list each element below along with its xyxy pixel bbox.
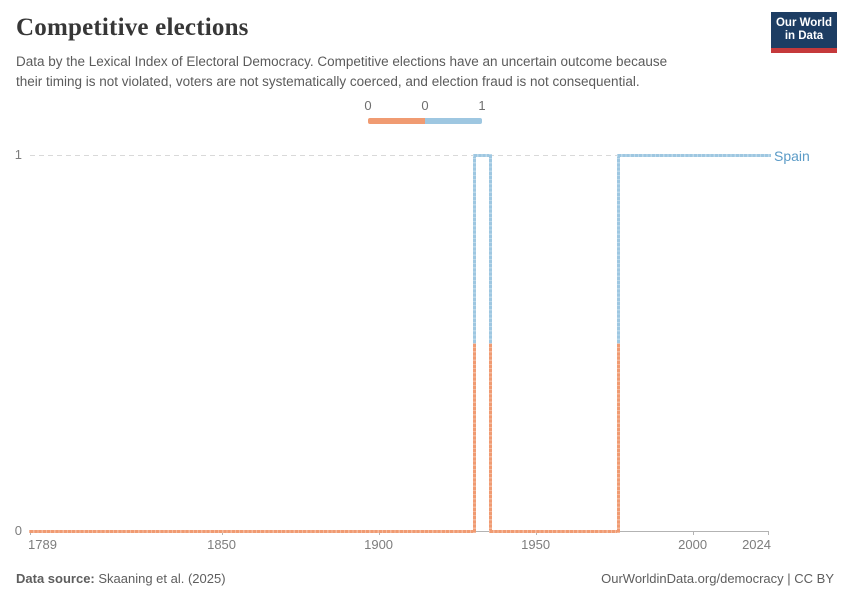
x-tick-label: 1789	[28, 537, 57, 552]
owid-logo-text: Our World in Data	[771, 12, 837, 48]
legend-label-0: 0	[364, 98, 372, 113]
series-segment-vertical	[472, 153, 476, 533]
data-source-prefix: Data source:	[16, 571, 95, 586]
series-segment-vertical	[488, 153, 492, 533]
series-segment-horizontal	[488, 529, 621, 533]
series-segment-horizontal	[28, 529, 476, 533]
series-segment-vertical	[617, 153, 621, 533]
legend-label-2: 1	[478, 98, 486, 113]
legend-swatch-value0[interactable]	[368, 118, 425, 124]
x-tick	[692, 531, 694, 535]
page-title: Competitive elections	[16, 14, 249, 41]
footer-link[interactable]: OurWorldinData.org/democracy | CC BY	[601, 571, 834, 586]
owid-logo-red-strip	[771, 48, 837, 53]
x-tick-label: 2024	[742, 537, 771, 552]
x-tick-label: 1900	[364, 537, 394, 552]
owid-logo-line2: in Data	[784, 30, 824, 42]
legend-label-1: 0	[421, 98, 429, 113]
series-segment-horizontal	[617, 153, 772, 157]
legend-swatch-value1[interactable]	[425, 118, 482, 124]
x-tick-label: 1950	[521, 537, 551, 552]
x-tick	[535, 531, 537, 535]
y-tick-label: 1	[14, 147, 22, 162]
chart-subtitle: Data by the Lexical Index of Electoral D…	[16, 54, 668, 89]
x-tick	[30, 531, 31, 535]
x-tick	[768, 531, 769, 535]
color-legend: 0 0 1	[364, 98, 486, 125]
x-tick-label: 2000	[678, 537, 708, 552]
x-tick-label: 1850	[207, 537, 237, 552]
x-tick	[221, 531, 223, 535]
owid-logo[interactable]: Our World in Data	[771, 12, 837, 53]
series-segment-horizontal	[472, 153, 492, 157]
data-source-line[interactable]: Data source: Skaaning et al. (2025)	[16, 571, 226, 587]
y-tick-label: 0	[14, 523, 22, 538]
x-tick	[378, 531, 380, 535]
owid-logo-line1: Our World	[775, 17, 832, 29]
gridline-y1	[30, 155, 768, 156]
data-source-text: Skaaning et al. (2025)	[94, 571, 226, 586]
entity-label-spain[interactable]: Spain	[774, 148, 810, 164]
